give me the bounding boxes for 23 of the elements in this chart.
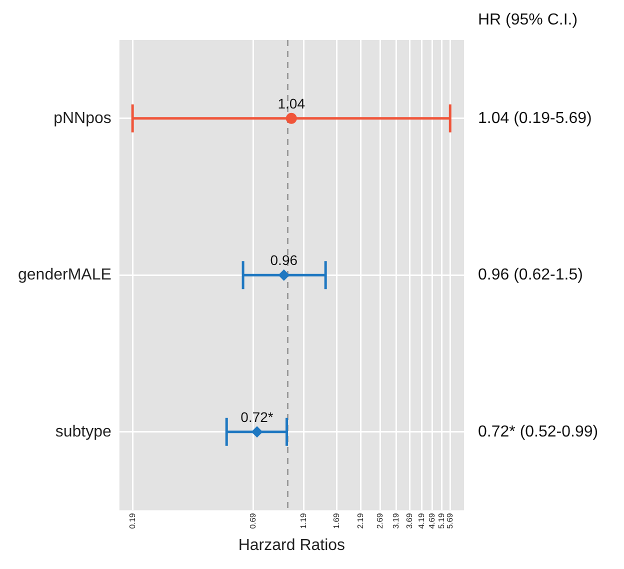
- x-tick-label: 3.69: [404, 512, 414, 529]
- x-tick-label: 4.19: [416, 512, 426, 529]
- x-tick-label: 2.19: [356, 512, 366, 529]
- x-tick-label: 1.69: [332, 512, 341, 529]
- x-tick-label: 3.19: [391, 512, 400, 529]
- x-tick-label: 0.69: [248, 512, 258, 529]
- data-label: 1.04: [278, 95, 306, 112]
- y-tick-label: pNNpos: [54, 110, 112, 127]
- text: 0.72* (0.52-0.99): [478, 423, 598, 440]
- data-label: 0.72*: [240, 408, 274, 425]
- x-tick-label: 2.69: [375, 512, 384, 529]
- x-tick-label: 5.69: [445, 512, 454, 529]
- x-axis-title: Harzard Ratios: [238, 536, 346, 554]
- x-tick-label: 4.69: [427, 512, 436, 529]
- y-tick-label: genderMALE: [18, 266, 112, 284]
- data-label: 0.96: [270, 252, 298, 268]
- text: 0.96 (0.62-1.5): [478, 266, 583, 284]
- x-tick-label: 5.19: [436, 512, 446, 529]
- text: 1.04 (0.19-5.69): [478, 110, 592, 127]
- y-tick-label: subtype: [55, 423, 112, 440]
- x-tick-label: 1.19: [299, 512, 308, 529]
- x-tick-label: 0.19: [128, 512, 137, 529]
- text: HR (95% C.I.): [478, 11, 578, 28]
